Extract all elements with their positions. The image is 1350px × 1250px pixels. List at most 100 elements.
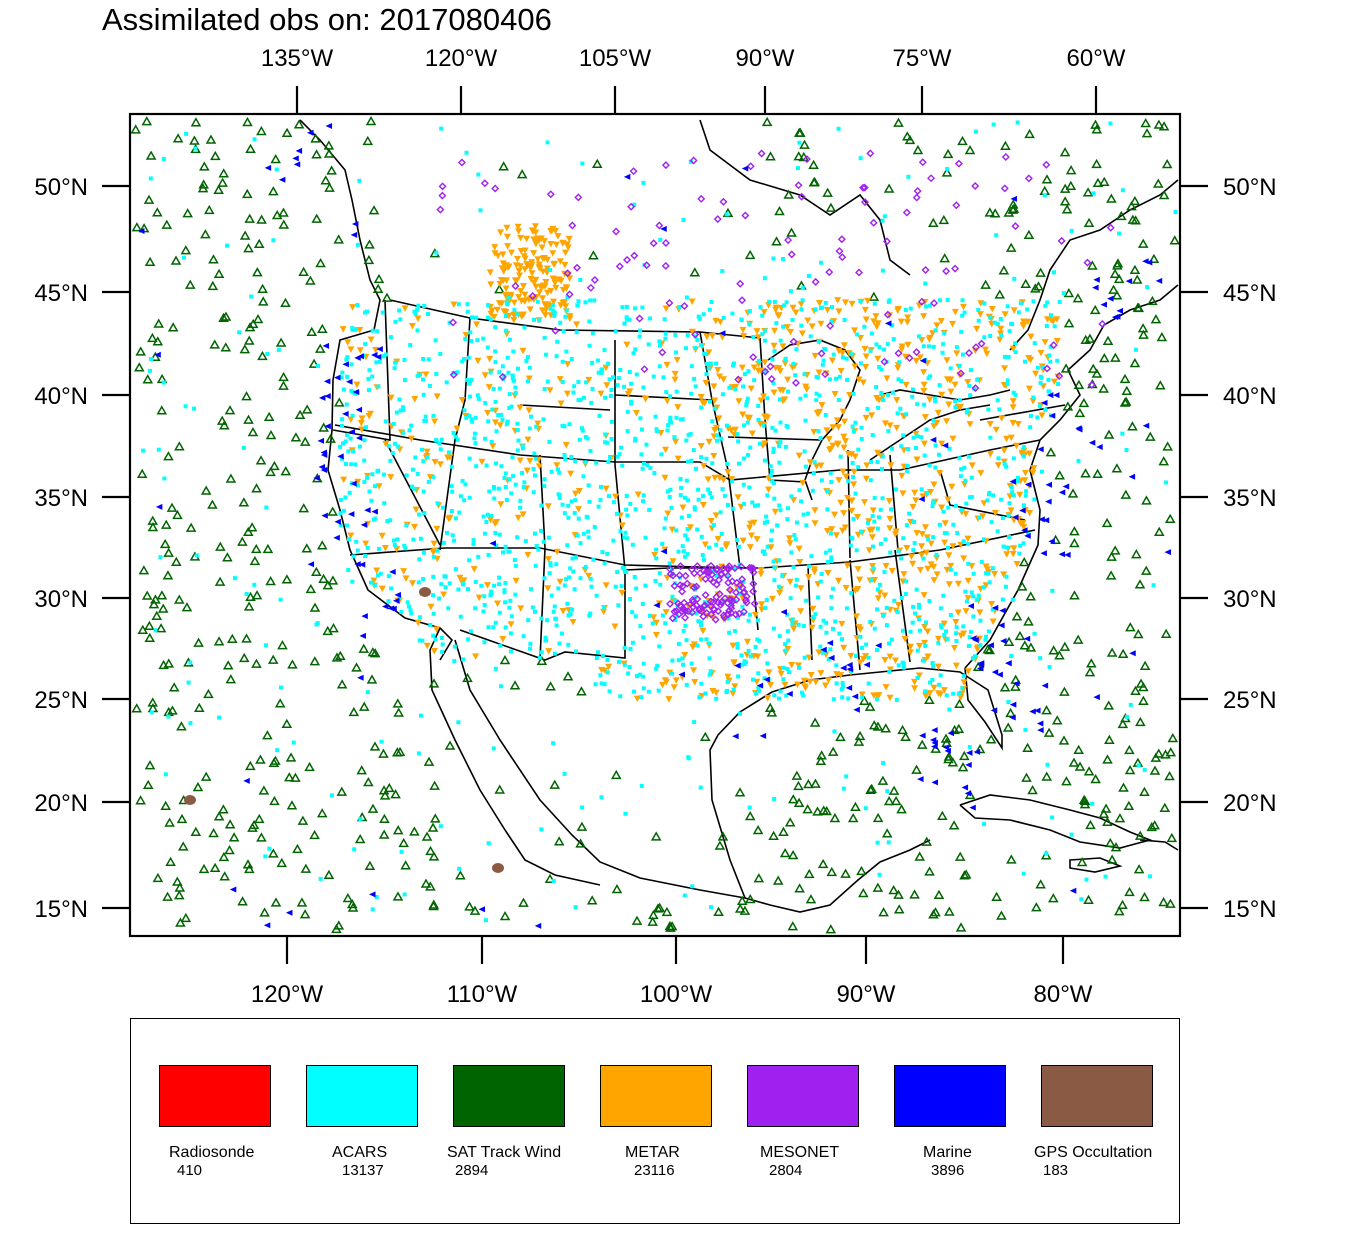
sat-track-wind-symbol — [135, 346, 147, 356]
sat-track-wind-symbol — [280, 466, 292, 476]
metar-symbol — [1009, 404, 1017, 411]
sat-track-wind-symbol — [1041, 174, 1053, 184]
sat-track-wind-symbol — [924, 694, 935, 705]
sat-track-wind-symbol — [323, 140, 335, 150]
acars-symbol — [933, 443, 938, 448]
acars-symbol — [953, 405, 958, 410]
acars-symbol — [787, 670, 792, 675]
sat-track-wind-symbol — [190, 117, 202, 127]
marine-symbol — [961, 784, 969, 791]
acars-symbol — [664, 390, 669, 395]
sat-track-wind-symbol — [378, 829, 390, 839]
acars-symbol — [607, 689, 612, 694]
sat-track-wind-symbol — [989, 208, 1001, 218]
acars-symbol — [777, 397, 782, 402]
marine-symbol — [1040, 399, 1048, 406]
acars-symbol — [166, 714, 171, 719]
acars-symbol — [699, 637, 704, 642]
acars-symbol — [617, 452, 622, 457]
acars-symbol — [527, 426, 532, 431]
acars-symbol — [897, 360, 902, 365]
marine-symbol — [346, 378, 353, 385]
acars-symbol — [934, 552, 939, 557]
acars-symbol — [733, 387, 738, 392]
metar-symbol — [770, 342, 778, 350]
acars-symbol — [507, 392, 512, 397]
acars-symbol — [624, 507, 629, 512]
mesonet-symbol — [692, 601, 701, 610]
acars-symbol — [803, 418, 808, 423]
acars-symbol — [863, 806, 868, 811]
acars-symbol — [690, 884, 695, 889]
metar-symbol — [602, 364, 610, 372]
acars-symbol — [681, 549, 686, 554]
marine-symbol — [1129, 650, 1136, 657]
sat-track-wind-symbol — [259, 907, 270, 917]
metar-symbol — [881, 657, 889, 664]
metar-symbol — [986, 420, 994, 428]
sat-track-wind-symbol — [150, 594, 161, 604]
sat-track-wind-symbol — [429, 780, 440, 790]
metar-symbol — [981, 346, 989, 354]
sat-track-wind-symbol — [293, 119, 305, 129]
marine-symbol — [931, 727, 938, 734]
sat-track-wind-symbol — [1134, 579, 1146, 589]
acars-symbol — [463, 336, 468, 341]
acars-symbol — [158, 555, 163, 560]
acars-symbol — [707, 545, 712, 550]
sat-track-wind-symbol — [296, 897, 308, 907]
acars-symbol — [959, 329, 964, 334]
sat-track-wind-symbol — [753, 873, 765, 883]
acars-symbol — [402, 378, 407, 383]
metar-symbol — [1027, 333, 1035, 341]
metar-symbol — [688, 298, 696, 305]
metar-symbol — [938, 440, 946, 448]
marine-symbol — [1023, 635, 1031, 642]
acars-symbol — [532, 473, 537, 478]
acars-symbol — [434, 372, 439, 377]
metar-symbol — [966, 421, 974, 428]
metar-symbol — [911, 678, 919, 686]
mesonet-symbol — [719, 564, 728, 573]
acars-symbol — [412, 486, 417, 491]
acars-symbol — [623, 530, 628, 535]
acars-symbol — [884, 623, 889, 628]
acars-symbol — [840, 355, 845, 360]
acars-symbol — [466, 355, 471, 360]
marine-symbol — [1038, 516, 1045, 523]
acars-symbol — [937, 682, 942, 687]
sat-track-wind-symbol — [213, 636, 225, 646]
metar-symbol — [779, 343, 787, 350]
metar-symbol — [856, 626, 864, 634]
metar-symbol — [768, 595, 776, 603]
sat-track-wind-symbol — [351, 662, 362, 672]
acars-symbol — [523, 539, 528, 544]
acars-symbol — [1002, 461, 1007, 466]
acars-symbol — [507, 605, 512, 610]
acars-symbol — [804, 523, 809, 528]
sat-track-wind-symbol — [930, 907, 941, 917]
sat-track-wind-symbol — [427, 822, 439, 832]
acars-symbol — [638, 624, 643, 629]
metar-symbol — [458, 396, 466, 404]
metar-symbol — [850, 481, 858, 488]
acars-symbol — [979, 559, 984, 564]
acars-symbol — [456, 587, 461, 592]
acars-symbol — [876, 405, 881, 410]
metar-symbol — [494, 252, 502, 260]
acars-symbol — [506, 295, 511, 300]
acars-symbol — [668, 394, 673, 399]
acars-symbol — [765, 493, 770, 498]
sat-track-wind-symbol — [311, 566, 322, 576]
sat-track-wind-symbol — [135, 795, 146, 805]
metar-symbol — [1019, 323, 1027, 330]
acars-symbol — [271, 238, 276, 243]
map-frame — [128, 112, 1182, 938]
acars-symbol — [975, 377, 980, 382]
acars-symbol — [602, 561, 607, 566]
acars-symbol — [939, 625, 944, 630]
mesonet-symbol — [767, 375, 776, 383]
marine-symbol — [318, 464, 326, 471]
sat-track-wind-symbol — [1084, 667, 1096, 677]
marine-symbol — [884, 320, 892, 327]
